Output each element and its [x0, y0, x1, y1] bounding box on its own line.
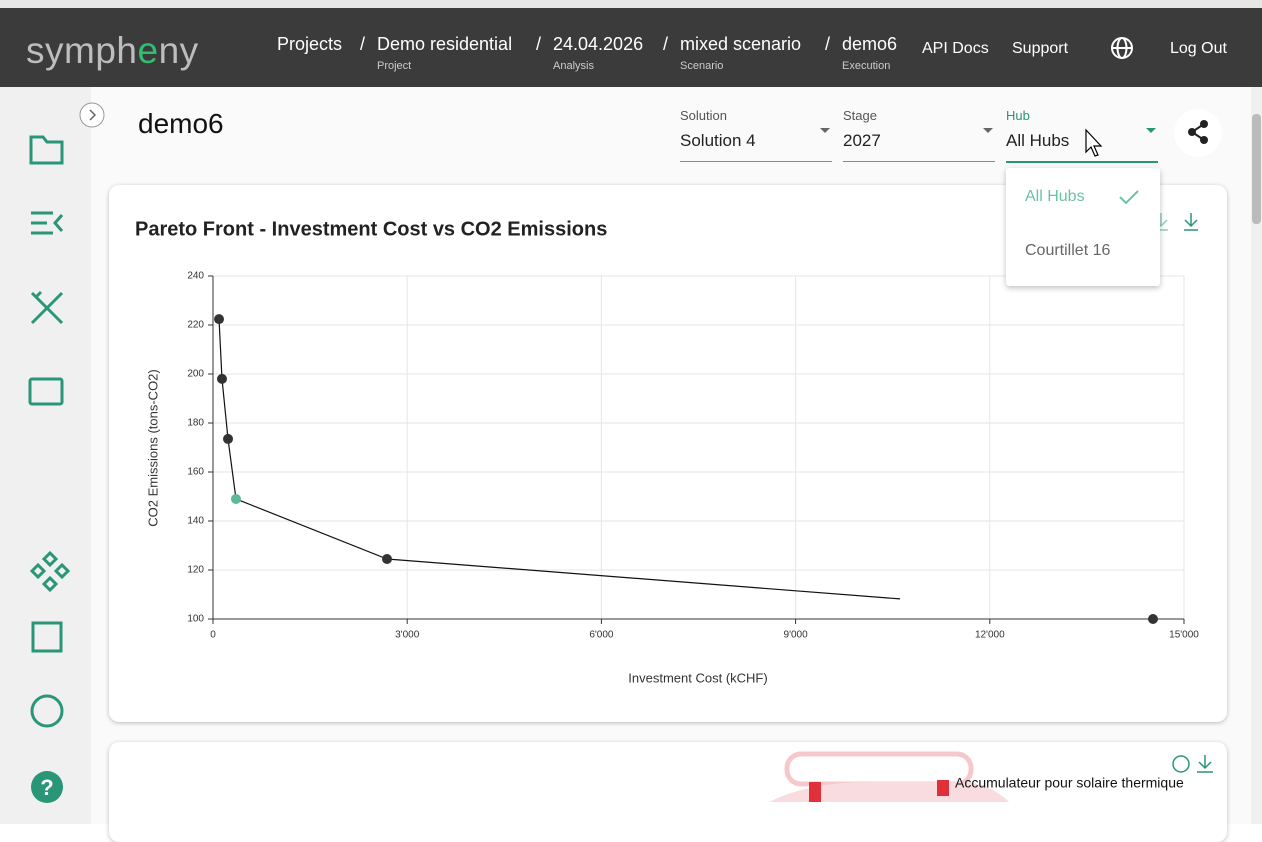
- logo[interactable]: sympheny: [26, 30, 199, 72]
- x-tick-label: 12'000: [975, 630, 1005, 641]
- nav-link[interactable]: Log Out: [1170, 40, 1227, 57]
- logo-part: e: [137, 30, 159, 71]
- crumb-label: demo6: [842, 34, 898, 54]
- pareto-point: [230, 493, 241, 504]
- breadcrumb[interactable]: 24.04.2026 Analysis: [553, 34, 643, 72]
- grid-icon[interactable]: [31, 621, 63, 653]
- crumb-label: 24.04.2026: [553, 34, 644, 54]
- separator: /: [536, 34, 542, 54]
- crumb-sub: Analysis: [553, 60, 594, 72]
- help-icon[interactable]: [31, 771, 63, 803]
- pareto-point: [1147, 614, 1158, 624]
- sidebar: ?: [0, 87, 91, 824]
- breadcrumb[interactable]: mixed scenario Scenario: [680, 34, 801, 72]
- pareto-point: [214, 314, 225, 325]
- breadcrumb[interactable]: demo6 Execution: [842, 34, 897, 72]
- y-tick-label: 220: [187, 320, 204, 331]
- legend-label: Accumulateur pour solaire thermique: [955, 775, 1184, 791]
- browser-strip: [0, 0, 1262, 8]
- chart: Pareto Front - Investment Cost vs CO2 Em…: [135, 213, 1199, 685]
- x-tick-label: 15'000: [1169, 630, 1199, 641]
- share-button[interactable]: [1173, 108, 1223, 158]
- x-axis-label: Investment Cost (kCHF): [628, 670, 767, 685]
- x-tick-label: 9'000: [784, 630, 809, 641]
- tools-icon[interactable]: [30, 290, 64, 325]
- header: sympheny Projects / Demo residential Proj…: [0, 8, 1262, 87]
- select-label: Stage: [843, 108, 877, 123]
- menu-option[interactable]: Courtillet 16: [1025, 242, 1111, 259]
- mouse-cursor: [1085, 128, 1103, 157]
- refresh-tool[interactable]: [1172, 755, 1190, 773]
- y-tick-label: 160: [187, 467, 204, 478]
- crumb-sub: Execution: [842, 60, 891, 72]
- y-tick-label: 100: [187, 614, 204, 625]
- user-icon[interactable]: [30, 694, 64, 728]
- download-data-tool[interactable]: [1184, 213, 1198, 231]
- separator: /: [663, 34, 669, 54]
- breadcrumb[interactable]: Projects: [277, 34, 343, 54]
- sidebar-icons: ?: [28, 135, 71, 803]
- y-tick-label: 140: [187, 516, 204, 527]
- network-icon[interactable]: [29, 550, 71, 593]
- hub-menu: All Hubs Courtillet 16: [1006, 168, 1160, 286]
- select-label: Hub: [1006, 108, 1030, 123]
- collapse-button[interactable]: [78, 101, 106, 129]
- language-icon[interactable]: [1109, 35, 1135, 61]
- y-tick-label: 120: [187, 565, 204, 576]
- select-value: All Hubs: [1006, 131, 1070, 150]
- help-mark: ?: [40, 775, 53, 800]
- pareto-line: [218, 319, 901, 600]
- crumb-sub: Scenario: [680, 60, 724, 72]
- menu-option[interactable]: All Hubs: [1025, 188, 1085, 205]
- sankey-preview: Accumulateur pour solaire thermique: [769, 751, 1213, 802]
- separator: /: [360, 34, 366, 54]
- y-tick-label: 180: [187, 418, 204, 429]
- select-value: Solution 4: [680, 131, 756, 150]
- x-tick-label: 0: [210, 630, 216, 641]
- download-tool[interactable]: [1197, 755, 1213, 773]
- crumb-label: mixed scenario: [680, 34, 802, 54]
- scrollbar[interactable]: [1251, 87, 1262, 824]
- menu-icon[interactable]: [31, 211, 64, 235]
- nav-link[interactable]: API Docs: [922, 40, 989, 57]
- chart-title: Pareto Front - Investment Cost vs CO2 Em…: [135, 218, 607, 240]
- crumb-label: Demo residential: [377, 34, 513, 54]
- crumb-sub: Project: [377, 60, 412, 72]
- video-icon[interactable]: [28, 377, 64, 406]
- logo-part: symph: [26, 30, 138, 71]
- select[interactable]: Stage 2027: [843, 108, 995, 162]
- y-tick-label: 240: [187, 271, 204, 282]
- y-tick-label: 200: [187, 369, 204, 380]
- select[interactable]: Hub All Hubs: [1006, 108, 1158, 163]
- pareto-point: [382, 553, 393, 564]
- x-tick-label: 6'000: [589, 630, 614, 641]
- x-tick-label: 3'000: [395, 630, 420, 641]
- folder-icon[interactable]: [29, 135, 64, 165]
- separator: /: [825, 34, 831, 54]
- y-axis-label: CO2 Emissions (tons-CO2): [145, 369, 160, 526]
- pareto-point: [216, 373, 227, 384]
- page-title: demo6: [138, 108, 224, 139]
- logo-part: ny: [158, 30, 199, 71]
- pareto-point: [223, 433, 234, 444]
- nav-link[interactable]: Support: [1012, 40, 1069, 57]
- second-card: Accumulateur pour solaire thermique: [109, 742, 1227, 842]
- select-label: Solution: [680, 108, 727, 123]
- page: sympheny Projects / Demo residential Proj…: [0, 0, 1262, 824]
- check-icon: [1119, 190, 1139, 205]
- breadcrumb[interactable]: Demo residential Project: [377, 34, 512, 72]
- select-value: 2027: [843, 131, 881, 150]
- select[interactable]: Solution Solution 4: [680, 108, 832, 162]
